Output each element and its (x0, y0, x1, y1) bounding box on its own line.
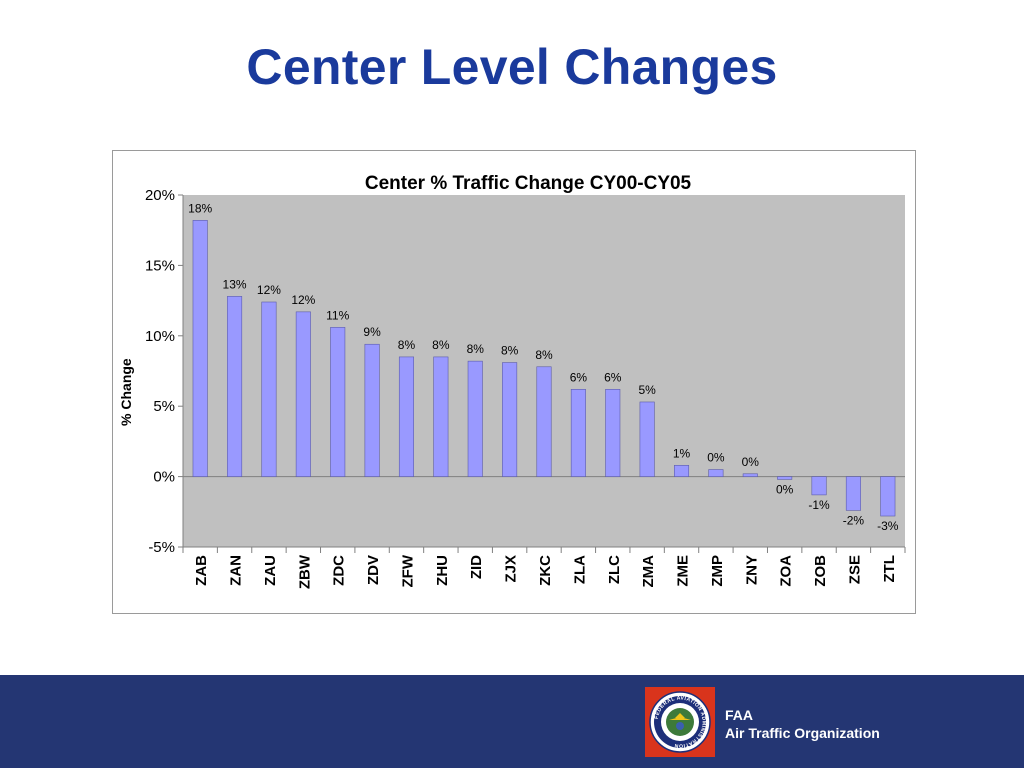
x-tick-label: ZBW (296, 554, 313, 589)
data-label: 0% (707, 451, 725, 465)
x-tick-label: ZSE (846, 555, 863, 584)
bar-zjx (502, 362, 518, 477)
footer-text: FAA Air Traffic Organization (725, 706, 880, 742)
data-label: 6% (604, 370, 622, 384)
bar-chart: 18% 13% 12% 12% 11% 9% 8% 8% 8% 8% 8% 6% 6% 5% 1% 0% 0% 0… (118, 173, 906, 589)
y-tick-label: 10% (145, 328, 175, 345)
data-label: -2% (843, 513, 865, 527)
y-tick-label: 20% (145, 187, 175, 204)
data-label: 8% (432, 338, 450, 352)
bar-zob (811, 476, 827, 496)
data-label: 18% (188, 201, 212, 215)
chart-frame: 18% 13% 12% 12% 11% 9% 8% 8% 8% 8% 8% 6% 6% 5% 1% 0% 0% 0… (112, 150, 916, 614)
data-label: 13% (223, 277, 247, 291)
x-tick-label: ZOB (812, 555, 829, 587)
bar-zoa (777, 476, 793, 480)
bar-zmp (708, 469, 724, 477)
bar-zau (261, 301, 277, 477)
faa-logo: FEDERAL AVIATION ADMINISTRATION (645, 687, 715, 757)
y-tick-label: 0% (153, 469, 175, 486)
x-tick-label: ZLC (606, 555, 623, 584)
x-tick-label: ZAB (193, 555, 210, 586)
x-tick-label: ZMP (709, 555, 726, 587)
data-label: 8% (535, 348, 553, 362)
data-label: -3% (877, 519, 899, 533)
x-tick-label: ZDC (331, 555, 348, 586)
data-label: 5% (638, 383, 656, 397)
x-tick-label: ZMA (640, 555, 657, 588)
data-label: 8% (467, 342, 485, 356)
data-label: -1% (808, 498, 830, 512)
data-label: 8% (398, 338, 416, 352)
y-axis-title: % Change (118, 358, 134, 426)
x-tick-label: ZAN (228, 555, 245, 586)
data-label: 12% (291, 293, 315, 307)
bar-zan (227, 296, 243, 477)
bar-zbw (295, 311, 311, 477)
x-tick-label: ZME (675, 555, 692, 587)
data-label: 0% (742, 455, 760, 469)
bar-zid (467, 360, 483, 477)
bar-zlc (605, 389, 621, 477)
bar-zse (845, 476, 861, 511)
x-tick-label: ZOA (778, 555, 795, 587)
chart-title: Center % Traffic Change CY00-CY05 (365, 173, 692, 194)
data-label: 11% (326, 308, 349, 322)
bar-zme (674, 465, 690, 477)
bar-zdv (364, 343, 380, 477)
x-tick-label: ZHU (434, 555, 451, 586)
x-tick-label: ZID (468, 555, 485, 579)
x-tick-label: ZJX (503, 555, 520, 583)
bar-zdc (330, 327, 346, 477)
bar-ztl (880, 476, 896, 517)
bar-zny (742, 473, 758, 477)
bar-zfw (398, 356, 414, 477)
slide-title: Center Level Changes (246, 39, 778, 95)
data-label: 1% (673, 446, 691, 460)
bar-zhu (433, 356, 449, 477)
bar-zla (570, 389, 586, 477)
y-tick-label: 5% (153, 398, 175, 415)
data-label: 9% (363, 325, 381, 339)
data-label: 0% (776, 482, 794, 496)
footer-band (0, 675, 1024, 768)
footer-org: FAA (725, 707, 753, 723)
x-tick-label: ZFW (399, 554, 416, 587)
x-tick-label: ZAU (262, 555, 279, 586)
y-tick-label: -5% (148, 539, 175, 556)
x-tick-label: ZKC (537, 555, 554, 586)
x-tick-label: ZTL (881, 555, 898, 583)
data-label: 6% (570, 370, 588, 384)
x-tick-label: ZLA (571, 555, 588, 584)
footer-division: Air Traffic Organization (725, 725, 880, 741)
bar-zma (639, 401, 655, 477)
bar-zkc (536, 366, 552, 477)
data-label: 12% (257, 283, 281, 297)
data-label: 8% (501, 344, 519, 358)
x-tick-label: ZDV (365, 555, 382, 585)
y-tick-label: 15% (145, 257, 175, 274)
x-tick-label: ZNY (743, 555, 760, 585)
bar-zab (192, 220, 208, 477)
